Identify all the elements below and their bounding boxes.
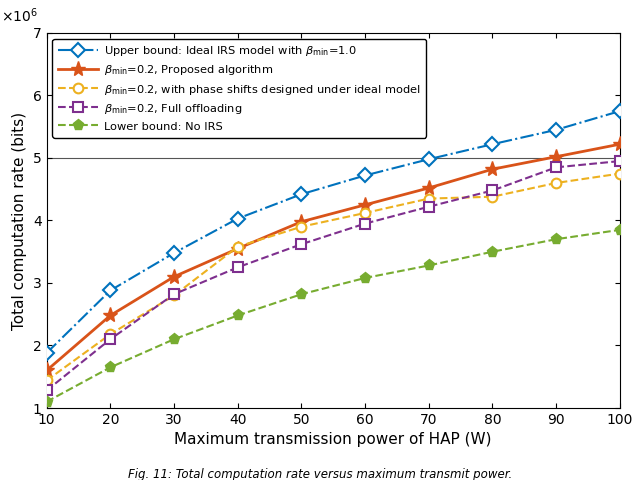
- Upper bound: Ideal IRS model with $\beta_{\mathrm{min}}$=1.0: (10, 1.88e+06): Ideal IRS model with $\beta_{\mathrm{min…: [43, 350, 51, 356]
- Upper bound: Ideal IRS model with $\beta_{\mathrm{min}}$=1.0: (30, 3.48e+06): Ideal IRS model with $\beta_{\mathrm{min…: [170, 250, 178, 256]
- Upper bound: Ideal IRS model with $\beta_{\mathrm{min}}$=1.0: (20, 2.88e+06): Ideal IRS model with $\beta_{\mathrm{min…: [106, 288, 114, 293]
- Line: Upper bound: Ideal IRS model with $\beta_{\mathrm{min}}$=1.0: Upper bound: Ideal IRS model with $\beta…: [42, 106, 625, 358]
- Lower bound: No IRS: (100, 3.85e+06): No IRS: (100, 3.85e+06): [616, 227, 624, 233]
- $\beta_{\mathrm{min}}$=0.2, Full offloading: [425, 204, 433, 210]
- $\beta_{\mathrm{min}}$=0.2, Proposed algorithm: [361, 202, 369, 208]
- $\beta_{\mathrm{min}}$=0.2, Proposed algorithm: [234, 246, 241, 252]
- $\beta_{\mathrm{min}}$=0.2, Full offloading: [234, 264, 241, 270]
- $\beta_{\mathrm{min}}$=0.2, with phase shifts designed under ideal model: [361, 210, 369, 216]
- $\beta_{\mathrm{min}}$=0.2, Full offloading: [552, 165, 560, 170]
- Upper bound: Ideal IRS model with $\beta_{\mathrm{min}}$=1.0: (90, 5.45e+06): Ideal IRS model with $\beta_{\mathrm{min…: [552, 127, 560, 132]
- Text: $\times 10^6$: $\times 10^6$: [1, 7, 38, 25]
- Lower bound: No IRS: (20, 1.65e+06): No IRS: (20, 1.65e+06): [106, 364, 114, 370]
- $\beta_{\mathrm{min}}$=0.2, with phase shifts designed under ideal model: [616, 171, 624, 177]
- $\beta_{\mathrm{min}}$=0.2, Proposed algorithm: [106, 312, 114, 318]
- Lower bound: No IRS: (10, 1.1e+06): No IRS: (10, 1.1e+06): [43, 399, 51, 405]
- Lower bound: No IRS: (50, 2.82e+06): No IRS: (50, 2.82e+06): [298, 291, 305, 297]
- $\beta_{\mathrm{min}}$=0.2, Proposed algorithm: [43, 368, 51, 373]
- $\beta_{\mathrm{min}}$=0.2, Proposed algorithm: [489, 167, 497, 172]
- $\beta_{\mathrm{min}}$=0.2, with phase shifts designed under ideal model: [170, 293, 178, 299]
- $\beta_{\mathrm{min}}$=0.2, with phase shifts designed under ideal model: [298, 224, 305, 229]
- $\beta_{\mathrm{min}}$=0.2, with phase shifts designed under ideal model: [425, 196, 433, 202]
- X-axis label: Maximum transmission power of HAP (W): Maximum transmission power of HAP (W): [175, 432, 492, 447]
- Line: $\beta_{\mathrm{min}}$=0.2, Full offloading: $\beta_{\mathrm{min}}$=0.2, Full offload…: [42, 156, 625, 396]
- Text: Fig. 11: Total computation rate versus maximum transmit power.: Fig. 11: Total computation rate versus m…: [128, 468, 512, 480]
- $\beta_{\mathrm{min}}$=0.2, with phase shifts designed under ideal model: [43, 378, 51, 384]
- $\beta_{\mathrm{min}}$=0.2, Proposed algorithm: [170, 274, 178, 280]
- Lower bound: No IRS: (60, 3.08e+06): No IRS: (60, 3.08e+06): [361, 275, 369, 281]
- Lower bound: No IRS: (40, 2.48e+06): No IRS: (40, 2.48e+06): [234, 312, 241, 318]
- $\beta_{\mathrm{min}}$=0.2, Full offloading: [43, 388, 51, 394]
- Lower bound: No IRS: (80, 3.5e+06): No IRS: (80, 3.5e+06): [489, 249, 497, 254]
- Lower bound: No IRS: (70, 3.28e+06): No IRS: (70, 3.28e+06): [425, 263, 433, 268]
- $\beta_{\mathrm{min}}$=0.2, Full offloading: [361, 221, 369, 227]
- $\beta_{\mathrm{min}}$=0.2, Full offloading: [298, 241, 305, 247]
- Upper bound: Ideal IRS model with $\beta_{\mathrm{min}}$=1.0: (70, 4.98e+06): Ideal IRS model with $\beta_{\mathrm{min…: [425, 156, 433, 162]
- $\beta_{\mathrm{min}}$=0.2, with phase shifts designed under ideal model: [234, 244, 241, 250]
- $\beta_{\mathrm{min}}$=0.2, Full offloading: [616, 158, 624, 164]
- Line: Lower bound: No IRS: Lower bound: No IRS: [41, 224, 625, 408]
- Upper bound: Ideal IRS model with $\beta_{\mathrm{min}}$=1.0: (40, 4.03e+06): Ideal IRS model with $\beta_{\mathrm{min…: [234, 216, 241, 221]
- Line: $\beta_{\mathrm{min}}$=0.2, Proposed algorithm: $\beta_{\mathrm{min}}$=0.2, Proposed alg…: [39, 137, 627, 378]
- $\beta_{\mathrm{min}}$=0.2, with phase shifts designed under ideal model: [489, 194, 497, 200]
- $\beta_{\mathrm{min}}$=0.2, Full offloading: [106, 336, 114, 342]
- $\beta_{\mathrm{min}}$=0.2, with phase shifts designed under ideal model: [552, 180, 560, 186]
- $\beta_{\mathrm{min}}$=0.2, with phase shifts designed under ideal model: [106, 331, 114, 337]
- $\beta_{\mathrm{min}}$=0.2, Proposed algorithm: [425, 185, 433, 191]
- $\beta_{\mathrm{min}}$=0.2, Proposed algorithm: [298, 219, 305, 225]
- Lower bound: No IRS: (30, 2.1e+06): No IRS: (30, 2.1e+06): [170, 336, 178, 342]
- $\beta_{\mathrm{min}}$=0.2, Full offloading: [489, 188, 497, 193]
- $\beta_{\mathrm{min}}$=0.2, Proposed algorithm: [552, 154, 560, 159]
- Upper bound: Ideal IRS model with $\beta_{\mathrm{min}}$=1.0: (100, 5.75e+06): Ideal IRS model with $\beta_{\mathrm{min…: [616, 108, 624, 114]
- Line: $\beta_{\mathrm{min}}$=0.2, with phase shifts designed under ideal model: $\beta_{\mathrm{min}}$=0.2, with phase s…: [42, 169, 625, 385]
- Legend: Upper bound: Ideal IRS model with $\beta_{\mathrm{min}}$=1.0, $\beta_{\mathrm{mi: Upper bound: Ideal IRS model with $\beta…: [52, 38, 426, 137]
- Upper bound: Ideal IRS model with $\beta_{\mathrm{min}}$=1.0: (60, 4.72e+06): Ideal IRS model with $\beta_{\mathrm{min…: [361, 173, 369, 179]
- $\beta_{\mathrm{min}}$=0.2, Proposed algorithm: [616, 141, 624, 147]
- Lower bound: No IRS: (90, 3.7e+06): No IRS: (90, 3.7e+06): [552, 236, 560, 242]
- $\beta_{\mathrm{min}}$=0.2, Full offloading: [170, 291, 178, 297]
- Y-axis label: Total computation rate (bits): Total computation rate (bits): [12, 111, 28, 330]
- Upper bound: Ideal IRS model with $\beta_{\mathrm{min}}$=1.0: (80, 5.22e+06): Ideal IRS model with $\beta_{\mathrm{min…: [489, 141, 497, 147]
- Upper bound: Ideal IRS model with $\beta_{\mathrm{min}}$=1.0: (50, 4.42e+06): Ideal IRS model with $\beta_{\mathrm{min…: [298, 192, 305, 197]
